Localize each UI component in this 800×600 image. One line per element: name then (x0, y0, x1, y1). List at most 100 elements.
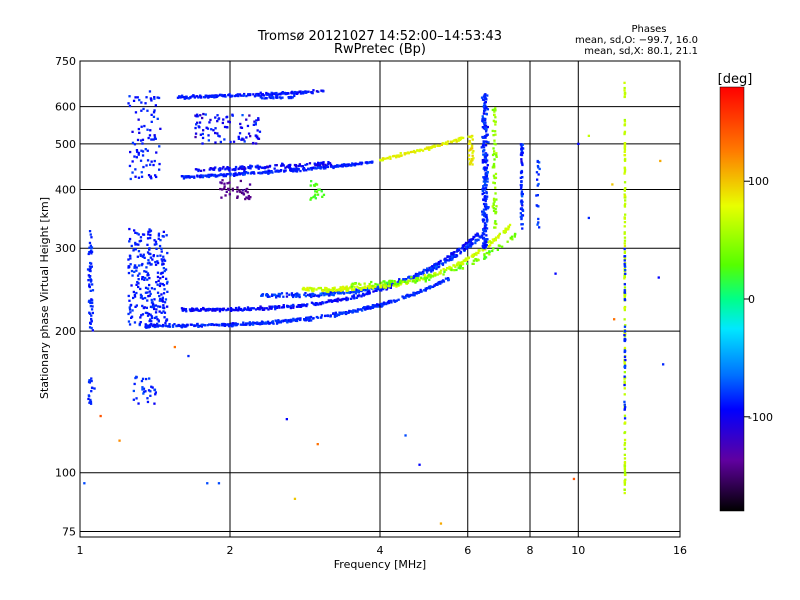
echo-point (202, 169, 206, 172)
echo-point (164, 321, 167, 325)
echo-point (240, 138, 243, 141)
echo-point (436, 273, 439, 276)
echo-point (258, 165, 262, 169)
echo-point (329, 314, 332, 317)
echo-point (133, 293, 136, 296)
echo-point (411, 293, 414, 297)
echo-point (298, 318, 302, 321)
echo-point (163, 311, 167, 314)
echo-point (294, 165, 298, 168)
echo-point (216, 114, 219, 117)
echo-point (305, 319, 308, 322)
echo-point (623, 95, 626, 99)
echo-point (350, 283, 354, 286)
echo-point (483, 238, 486, 241)
echo-point (180, 307, 184, 310)
echo-point (278, 305, 281, 308)
echo-point (381, 159, 385, 162)
echo-point (519, 187, 523, 190)
echo-point (356, 290, 359, 293)
echo-point (159, 297, 162, 301)
echo-point (147, 389, 151, 392)
echo-point (352, 310, 356, 313)
echo-point (90, 236, 93, 239)
echo-point (295, 294, 298, 297)
echo-point (484, 180, 487, 183)
echo-point (261, 293, 265, 296)
y-axis-label: Stationary phase Virtual Height [km] (38, 197, 51, 399)
echo-point (175, 324, 178, 328)
echo-point (146, 243, 149, 246)
echo-point (232, 140, 236, 143)
echo-point (151, 258, 154, 261)
echo-point (228, 193, 231, 196)
echo-point (154, 240, 158, 243)
echo-point (484, 256, 488, 259)
echo-point (310, 319, 313, 322)
echo-point (321, 195, 324, 198)
echo-point (327, 299, 330, 302)
echo-point (146, 299, 149, 302)
echo-point (482, 117, 485, 121)
echo-point (520, 202, 523, 205)
echo-point (623, 204, 626, 207)
echo-point (275, 94, 279, 97)
echo-point (623, 262, 626, 266)
echo-point (382, 283, 385, 286)
echo-point (141, 304, 144, 308)
echo-point (186, 323, 189, 327)
echo-point (453, 264, 456, 267)
echo-point (198, 324, 201, 328)
echo-point (178, 324, 181, 328)
echo-point (427, 275, 430, 278)
echo-point (164, 324, 167, 327)
echo-point (222, 94, 225, 97)
echo-point (241, 309, 244, 312)
echo-point (371, 304, 374, 307)
echo-point (237, 135, 240, 138)
echo-point (237, 167, 240, 171)
echo-point (299, 169, 302, 173)
echo-point (313, 167, 317, 170)
echo-point (289, 163, 292, 167)
echo-point (451, 255, 454, 258)
echo-point (316, 316, 320, 319)
echo-point (485, 113, 488, 116)
echo-point (131, 274, 134, 277)
echo-point (520, 217, 523, 221)
echo-point (370, 280, 373, 284)
echo-point (209, 308, 212, 311)
echo-point (144, 311, 148, 314)
echo-point (370, 305, 373, 309)
echo-point (431, 275, 434, 278)
echo-point (134, 96, 137, 99)
echo-point (137, 264, 141, 267)
echo-point (453, 139, 456, 142)
echo-point (335, 313, 338, 316)
echo-point (268, 305, 271, 308)
echo-point (222, 165, 225, 169)
echo-point (202, 129, 205, 132)
echo-point (141, 377, 145, 380)
echo-point (623, 468, 627, 471)
echo-point (130, 284, 133, 287)
echo-point (141, 386, 144, 389)
echo-point (317, 90, 320, 93)
echo-point (141, 276, 144, 279)
echo-point (224, 194, 227, 197)
echo-point (291, 294, 294, 297)
echo-point (243, 166, 246, 169)
echo-point (377, 286, 381, 290)
echo-point (236, 190, 239, 193)
echo-point (406, 293, 409, 296)
echo-point (218, 310, 222, 313)
echo-point (149, 233, 152, 237)
echo-point (297, 305, 300, 308)
echo-point (271, 305, 274, 308)
echo-point (262, 308, 266, 311)
echo-point (494, 236, 498, 239)
echo-point (520, 160, 523, 163)
echo-point (195, 123, 198, 126)
echo-point (484, 136, 487, 139)
echo-point (397, 154, 400, 157)
